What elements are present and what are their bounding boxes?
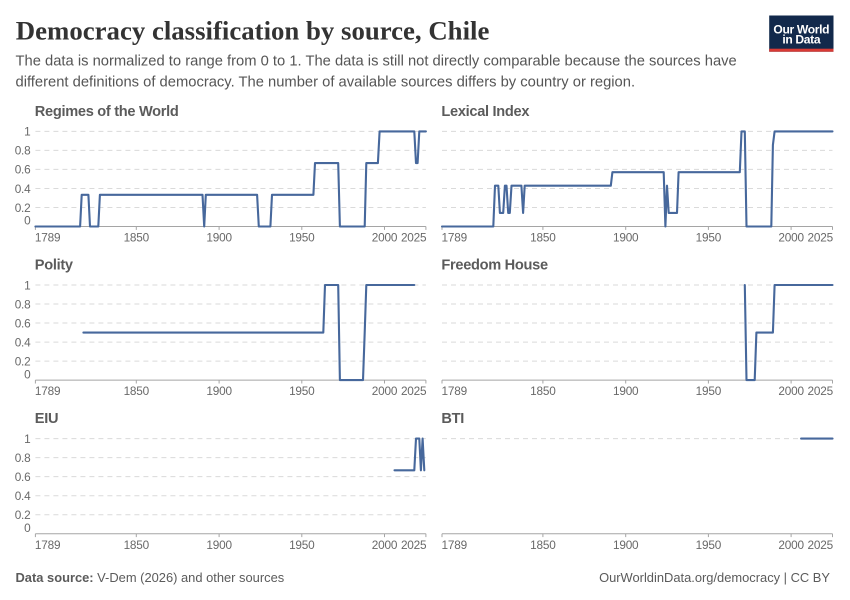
svg-text:2000: 2000	[372, 538, 398, 552]
svg-text:1789: 1789	[35, 538, 60, 552]
svg-text:Polity: Polity	[35, 258, 74, 274]
svg-text:1: 1	[24, 432, 30, 446]
svg-text:EIU: EIU	[35, 411, 58, 427]
svg-text:1900: 1900	[206, 538, 232, 552]
svg-text:1: 1	[24, 278, 30, 292]
svg-text:0.2: 0.2	[15, 201, 31, 215]
svg-text:2000: 2000	[778, 231, 804, 245]
svg-text:1900: 1900	[613, 538, 639, 552]
svg-text:1850: 1850	[124, 384, 150, 398]
svg-text:1789: 1789	[35, 231, 60, 245]
svg-text:0.2: 0.2	[15, 508, 31, 522]
svg-text:0.8: 0.8	[15, 144, 31, 158]
svg-text:2025: 2025	[401, 538, 427, 552]
svg-text:1950: 1950	[696, 384, 722, 398]
svg-text:1850: 1850	[124, 231, 150, 245]
svg-text:1950: 1950	[289, 384, 315, 398]
svg-text:1850: 1850	[124, 538, 150, 552]
svg-text:2025: 2025	[808, 384, 834, 398]
svg-text:1: 1	[24, 125, 30, 139]
svg-text:Data source: V-Dem (2026) and: Data source: V-Dem (2026) and other sour…	[16, 570, 285, 585]
svg-text:0.4: 0.4	[15, 335, 31, 349]
svg-text:2025: 2025	[401, 384, 427, 398]
svg-text:1789: 1789	[442, 384, 467, 398]
svg-text:2000: 2000	[778, 538, 804, 552]
svg-text:0.2: 0.2	[15, 354, 31, 368]
svg-text:2025: 2025	[808, 231, 834, 245]
svg-text:2000: 2000	[372, 231, 398, 245]
svg-text:1900: 1900	[613, 231, 639, 245]
svg-text:1789: 1789	[442, 538, 467, 552]
svg-text:0: 0	[24, 214, 31, 228]
svg-text:1950: 1950	[289, 231, 315, 245]
svg-text:1900: 1900	[613, 384, 639, 398]
svg-text:1850: 1850	[530, 231, 556, 245]
svg-text:OurWorldinData.org/democracy |: OurWorldinData.org/democracy | CC BY	[599, 570, 830, 585]
svg-text:in Data: in Data	[782, 33, 820, 47]
svg-text:The data is normalized to rang: The data is normalized to range from 0 t…	[16, 54, 737, 70]
svg-text:0.6: 0.6	[15, 316, 31, 330]
svg-text:BTI: BTI	[441, 411, 464, 427]
svg-text:1789: 1789	[442, 231, 467, 245]
svg-text:1950: 1950	[696, 231, 722, 245]
svg-text:1850: 1850	[530, 538, 556, 552]
svg-text:Our World: Our World	[773, 23, 829, 37]
svg-text:2025: 2025	[808, 538, 834, 552]
svg-text:Freedom House: Freedom House	[441, 258, 548, 274]
svg-text:1900: 1900	[206, 231, 232, 245]
svg-text:Democracy classification by so: Democracy classification by source, Chil…	[16, 16, 490, 46]
svg-text:1789: 1789	[35, 384, 60, 398]
svg-text:0.8: 0.8	[15, 451, 31, 465]
svg-text:Lexical Index: Lexical Index	[441, 104, 530, 120]
svg-text:0.4: 0.4	[15, 182, 31, 196]
svg-text:0.6: 0.6	[15, 470, 31, 484]
svg-text:0: 0	[24, 367, 31, 381]
svg-text:2025: 2025	[401, 231, 427, 245]
svg-text:1900: 1900	[206, 384, 232, 398]
svg-text:2000: 2000	[778, 384, 804, 398]
svg-text:0.8: 0.8	[15, 297, 31, 311]
svg-text:1950: 1950	[289, 538, 315, 552]
svg-text:0.4: 0.4	[15, 489, 31, 503]
svg-text:0: 0	[24, 521, 31, 535]
svg-text:1950: 1950	[696, 538, 722, 552]
svg-text:1850: 1850	[530, 384, 556, 398]
svg-text:Regimes of the World: Regimes of the World	[35, 104, 179, 120]
svg-text:2000: 2000	[372, 384, 398, 398]
svg-text:different definitions of democ: different definitions of democracy. The …	[16, 75, 636, 91]
svg-text:0.6: 0.6	[15, 163, 31, 177]
